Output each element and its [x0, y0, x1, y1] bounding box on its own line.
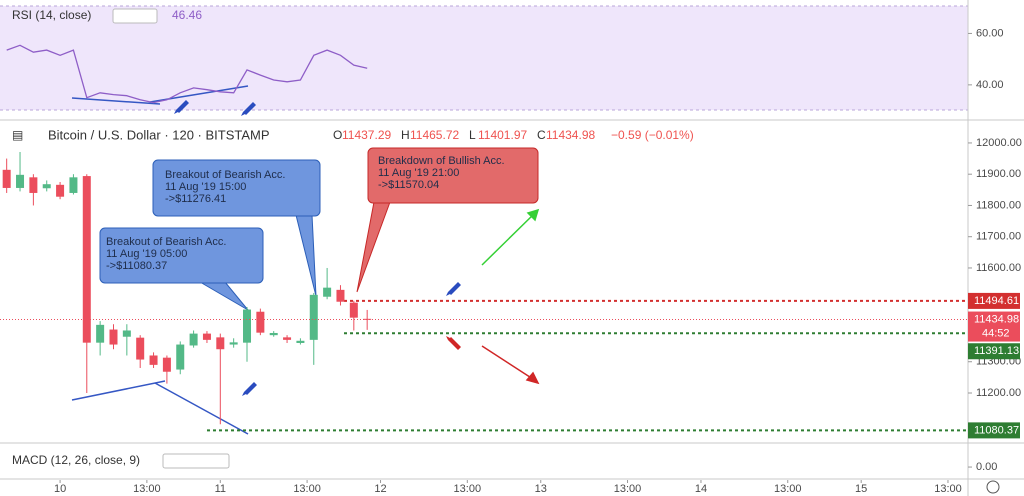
- ohlc-key: O: [333, 128, 342, 142]
- candle-body: [269, 332, 278, 336]
- callout-text: Breakout of Bearish Acc.: [165, 169, 285, 181]
- candle-body: [216, 337, 225, 350]
- candle-body: [82, 176, 91, 343]
- y-tick-label: 40.00: [976, 79, 1004, 91]
- y-tick-label: 11600.00: [976, 262, 1021, 274]
- x-tick-label: 13:00: [293, 483, 321, 495]
- price-tag-bg: [968, 343, 1020, 360]
- callout-text: 11 Aug '19 05:00: [106, 248, 187, 260]
- x-tick-label: 13:00: [614, 483, 642, 495]
- candle-body: [162, 357, 171, 372]
- macd-title: MACD (12, 26, close, 9): [12, 453, 140, 467]
- ohlc-value: 11434.98: [546, 128, 595, 142]
- candle-body: [296, 340, 305, 343]
- candle-body: [69, 177, 78, 193]
- ohlc-change: −0.59 (−0.01%): [611, 128, 694, 142]
- collapse-icon[interactable]: ▤: [12, 128, 23, 142]
- callout-text: 11 Aug '19 15:00: [165, 181, 246, 193]
- x-tick-label: 10: [54, 483, 66, 495]
- price-tag-bg: [968, 292, 1020, 309]
- candle-body: [336, 289, 345, 302]
- candle-body: [42, 184, 51, 189]
- candle-body: [229, 342, 238, 345]
- countdown: 44:52: [982, 327, 1010, 339]
- last-price-label: 11434.98: [974, 313, 1019, 325]
- drawings: [71, 85, 540, 435]
- y-tick-label: 11700.00: [976, 231, 1021, 243]
- ohlc-value: 11437.29: [342, 128, 391, 142]
- candle-body: [149, 355, 158, 365]
- x-tick-label: 14: [695, 483, 707, 495]
- y-tick-label: 12000.00: [976, 137, 1022, 149]
- y-tick-label: 11800.00: [976, 199, 1021, 211]
- settings-icon[interactable]: [986, 480, 1000, 494]
- candle-body: [202, 333, 211, 340]
- candle-body: [363, 318, 372, 320]
- candle-body: [2, 169, 11, 188]
- price-tag: 11494.61: [968, 292, 1020, 309]
- price-tag-label: 11391.13: [974, 345, 1019, 357]
- ohlc-key: C: [537, 128, 546, 142]
- callout-text: ->$11570.04: [378, 179, 439, 191]
- x-tick-label: 13:00: [133, 483, 161, 495]
- candle-body: [136, 337, 145, 360]
- x-tick-label: 13: [535, 483, 547, 495]
- rsi-title: RSI (14, close): [12, 8, 91, 22]
- macd-icons[interactable]: [162, 453, 230, 469]
- callout-text: Breakdown of Bullish Acc.: [378, 155, 505, 167]
- rsi-line: [6, 44, 368, 104]
- candle-body: [189, 333, 198, 346]
- callout-2: [152, 159, 321, 297]
- last-price-bg: [968, 311, 1020, 342]
- rsi-icons[interactable]: [112, 8, 158, 24]
- candle-body: [56, 184, 65, 197]
- x-tick-label: 15: [855, 483, 867, 495]
- candle-body: [256, 311, 265, 333]
- callout-1: [99, 227, 264, 311]
- candle-body: [176, 344, 185, 370]
- candle-body: [109, 329, 118, 345]
- rocket-icons: [174, 100, 461, 396]
- callout-text: Breakout of Bearish Acc.: [106, 236, 226, 248]
- y-tick-label: 0.00: [976, 461, 997, 473]
- y-tick-label: 60.00: [976, 27, 1004, 39]
- price-tag-label: 11080.37: [974, 424, 1019, 436]
- ohlc-value: 11401.97: [478, 128, 527, 142]
- rsi-band: [0, 6, 968, 110]
- x-tick-label: 13:00: [934, 483, 962, 495]
- price-tag: 11080.37: [968, 422, 1020, 439]
- candle-body: [309, 294, 318, 340]
- candle-body: [16, 174, 25, 188]
- symbol-title[interactable]: Bitcoin / U.S. Dollar · 120 · BITSTAMP: [48, 127, 270, 142]
- ohlc-key: L: [469, 128, 476, 142]
- candle-body: [96, 324, 105, 343]
- callout-text: ->$11276.41: [165, 193, 226, 205]
- y-tick-label: 11900.00: [976, 168, 1021, 180]
- x-tick-label: 11: [215, 483, 226, 495]
- price-tag-bg: [968, 422, 1020, 439]
- y-tick-label: 11200.00: [976, 387, 1021, 399]
- ohlc-key: H: [401, 128, 410, 142]
- candle-body: [243, 309, 252, 343]
- callout-3: [356, 147, 539, 293]
- rsi-value: 46.46: [172, 8, 202, 22]
- x-tick-label: 13:00: [774, 483, 802, 495]
- x-tick-label: 13:00: [454, 483, 482, 495]
- candle-body: [122, 330, 131, 337]
- candle-body: [349, 302, 358, 318]
- price-tag: 11391.13: [968, 343, 1020, 360]
- ohlc-value: 11465.72: [410, 128, 459, 142]
- callout-text: 11 Aug '19 21:00: [378, 167, 459, 179]
- candle-body: [323, 287, 332, 297]
- x-tick-label: 12: [374, 483, 386, 495]
- price-tag-label: 11494.61: [974, 295, 1019, 307]
- callout-text: ->$11080.37: [106, 260, 167, 272]
- candle-body: [283, 337, 292, 340]
- candle-body: [29, 177, 38, 193]
